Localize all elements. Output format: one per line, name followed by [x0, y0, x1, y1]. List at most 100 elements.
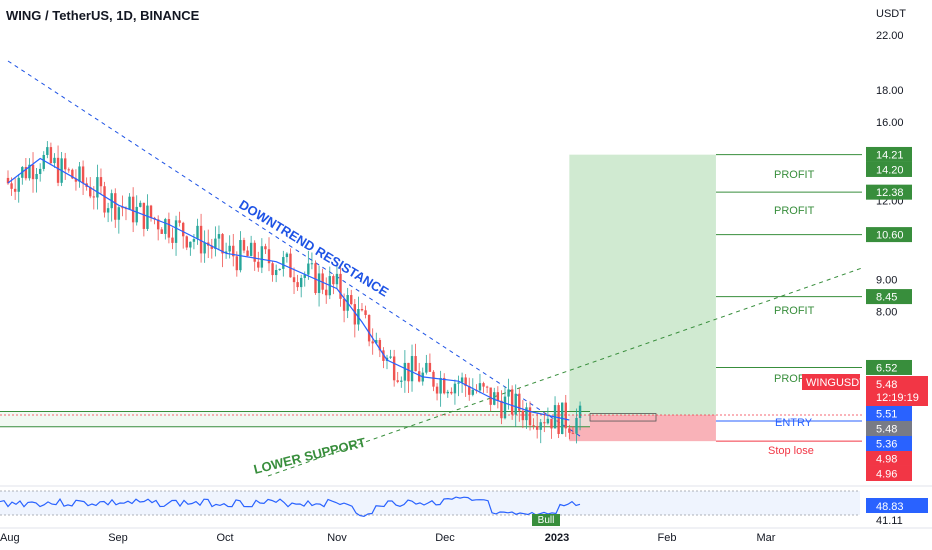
candle-body: [457, 382, 460, 384]
candle-body: [164, 219, 167, 234]
candle-body: [67, 169, 70, 171]
candle-body: [214, 238, 217, 249]
candle-body: [249, 242, 253, 256]
candle-body: [375, 340, 378, 344]
candle-body: [181, 222, 185, 237]
candle-body: [171, 237, 174, 243]
candle-body: [278, 268, 281, 270]
level-tag: [866, 359, 912, 375]
level-tag: [866, 435, 912, 451]
profit-label-2: PROFIT: [774, 205, 815, 217]
candle-body: [106, 208, 110, 213]
candle-body: [53, 157, 56, 164]
candle-body: [160, 229, 163, 234]
candle-body: [342, 298, 346, 311]
candle-body: [253, 242, 256, 262]
candle-body: [400, 380, 403, 382]
candle-body: [271, 263, 274, 276]
candle-body: [114, 193, 117, 220]
candle-body: [493, 392, 496, 405]
candle-body: [232, 245, 235, 257]
candle-body: [568, 428, 571, 433]
moving-average-line: [7, 157, 570, 421]
candle-body: [482, 383, 485, 387]
level-tag: [866, 405, 912, 421]
candle-body: [471, 389, 475, 395]
candle-body: [578, 405, 582, 418]
candle-body: [235, 256, 239, 271]
loss-zone: [569, 414, 716, 442]
lower-support-line[interactable]: [267, 267, 863, 477]
candle-body: [96, 177, 99, 198]
candle-body: [31, 164, 35, 180]
candle-body: [35, 173, 38, 180]
candle-body: [460, 377, 464, 383]
downtrend-resistance-line[interactable]: [7, 60, 582, 438]
candle-body: [282, 257, 285, 269]
candle-body: [49, 147, 53, 164]
candle-body: [514, 393, 517, 415]
candle-body: [242, 240, 246, 251]
candle-body: [528, 407, 532, 426]
profit-zone: [569, 154, 716, 415]
level-tag-value: 6.52: [876, 362, 897, 374]
candle-body: [174, 220, 178, 243]
time-axis[interactable]: Aug Sep Oct Nov Dec 2023 Feb Mar: [0, 532, 776, 544]
price-tag: WINGUSDT 5.48 12:19:19: [802, 374, 928, 406]
entry-box: [589, 413, 657, 422]
candle-body: [543, 422, 546, 424]
candle-body: [410, 356, 414, 382]
candle-body: [321, 273, 324, 290]
candle-body: [121, 207, 124, 209]
level-tag: [866, 184, 912, 200]
candle-body: [78, 166, 81, 182]
candle-body: [199, 225, 203, 254]
candle-body: [189, 241, 192, 248]
candle-body: [443, 377, 446, 394]
time-tick: Mar: [757, 532, 776, 544]
profit-label-1: PROFIT: [774, 169, 815, 181]
candle-body: [364, 310, 367, 315]
candle-body: [525, 407, 528, 421]
candle-body: [99, 177, 103, 187]
candle-body: [310, 263, 314, 265]
level-tag-value: 4.96: [876, 468, 897, 480]
candle-body: [575, 417, 578, 434]
candle-body: [17, 177, 20, 192]
level-tag-value: 5.36: [876, 438, 897, 450]
candle-body: [489, 387, 492, 405]
rsi-value-tag: [866, 498, 928, 513]
candle-body: [468, 386, 471, 395]
candle-body: [131, 196, 135, 223]
candle-body: [403, 362, 407, 381]
currency-label: USDT: [876, 8, 906, 20]
candle-body: [221, 234, 224, 254]
resistance-label: DOWNTREND RESISTANCE: [236, 197, 391, 300]
time-tick: 2023: [545, 532, 569, 544]
candle-body: [485, 386, 489, 388]
time-tick: Aug: [0, 532, 20, 544]
price-tag-price: 5.48: [876, 379, 897, 391]
time-tick: Sep: [108, 532, 128, 544]
level-tag-value: 10.60: [876, 230, 904, 242]
candle-body: [546, 418, 550, 424]
level-tag-value: 5.48: [876, 423, 897, 435]
price-tick: 22.00: [876, 30, 904, 42]
time-tick: Dec: [435, 532, 455, 544]
price-tick: 16.00: [876, 117, 904, 129]
candle-body: [185, 236, 188, 248]
candle-body: [10, 183, 13, 189]
level-tag-value: 5.51: [876, 408, 897, 420]
candle-body: [81, 166, 85, 184]
candle-body: [339, 273, 342, 299]
candle-body: [264, 246, 267, 250]
level-tag-value: 14.21: [876, 149, 904, 161]
level-tag: [866, 227, 912, 243]
candles: [6, 141, 582, 444]
price-tick: 8.00: [876, 307, 897, 319]
candle-body: [135, 206, 138, 223]
candle-body: [557, 405, 560, 434]
level-tag: [866, 465, 912, 481]
